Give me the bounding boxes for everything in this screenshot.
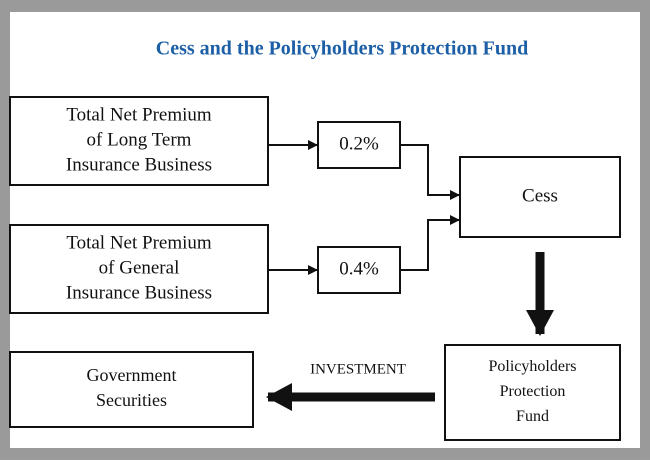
node-label: Policyholders (489, 358, 577, 375)
node-label: of General (99, 257, 180, 278)
node-label: Insurance Business (66, 154, 212, 175)
node-box (459, 156, 621, 238)
node-label: 0.2% (339, 133, 379, 154)
arrow (400, 215, 460, 271)
node-box (317, 246, 401, 294)
node-label: Government (87, 365, 177, 385)
node-box (9, 351, 254, 428)
node-box (9, 96, 269, 186)
node-label: Protection (500, 383, 566, 400)
node-label: Insurance Business (66, 282, 212, 303)
node-box (444, 344, 621, 441)
node-label: Total Net Premium (66, 232, 212, 253)
node-label: 0.4% (339, 258, 379, 279)
connectors (266, 140, 554, 411)
edge-label: INVESTMENT (310, 361, 406, 377)
node-label: Fund (516, 408, 549, 425)
node-label: Cess (522, 185, 558, 206)
node-label: Securities (96, 390, 167, 410)
node-label: Total Net Premium (66, 104, 212, 125)
arrow (400, 144, 460, 200)
title: Cess and the Policyholders Protection Fu… (156, 38, 528, 60)
node-label: of Long Term (87, 129, 192, 150)
